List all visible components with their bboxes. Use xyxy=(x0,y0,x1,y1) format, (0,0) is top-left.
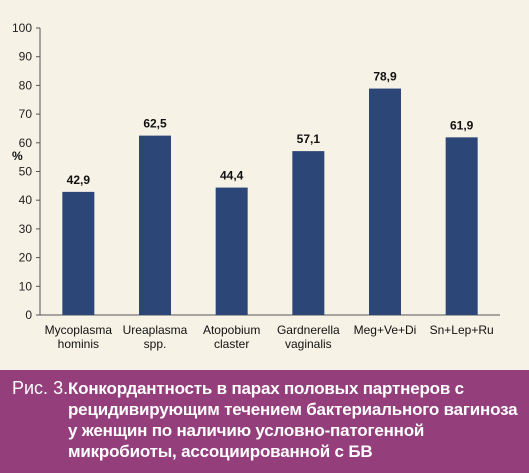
data-label: 61,9 xyxy=(450,118,474,132)
category-label: Mycoplasma xyxy=(45,323,113,337)
y-tick-label: 20 xyxy=(19,251,33,265)
category-label: Meg+Ve+Di xyxy=(354,323,417,337)
category-label: Sn+Lep+Ru xyxy=(430,323,494,337)
bar xyxy=(369,88,401,315)
y-tick-label: 40 xyxy=(19,193,33,207)
data-labels: 42,9 62,5 44,4 57,1 78,9 61,9 xyxy=(67,70,474,187)
caption-label: Рис. 3. xyxy=(12,378,69,398)
bar xyxy=(445,137,478,315)
data-label: 44,4 xyxy=(220,169,244,183)
y-tick-label: 50 xyxy=(19,165,33,179)
y-axis-label: % xyxy=(12,149,23,163)
y-tick-label: 100 xyxy=(12,21,32,35)
y-tick-label: 70 xyxy=(19,107,33,121)
chart-panel: 0 10 20 30 40 50 60 70 80 90 100 42,9 62,5 44,4 57,1 7… xyxy=(0,0,529,370)
category-label: Atopobium xyxy=(203,323,260,337)
category-label: hominis xyxy=(58,337,99,351)
caption-text: Конкордантность в парах половых партнеро… xyxy=(68,379,518,461)
category-label: Gardnerella xyxy=(277,323,340,337)
y-tick-label: 80 xyxy=(19,78,33,92)
bar xyxy=(292,151,325,315)
y-tick-labels: 0 10 20 30 40 50 60 70 80 90 100 xyxy=(12,21,32,322)
bar xyxy=(215,187,248,315)
bar-chart: 0 10 20 30 40 50 60 70 80 90 100 42,9 62,5 44,4 57,1 7… xyxy=(12,21,500,351)
data-label: 78,9 xyxy=(373,70,397,84)
y-tick-label: 0 xyxy=(25,308,32,322)
caption-panel: Рис. 3. Конкордантность в парах половых … xyxy=(0,370,529,473)
chart-axes xyxy=(36,27,500,316)
bar xyxy=(139,135,171,315)
category-label: Ureaplasma xyxy=(123,323,188,337)
data-label: 42,9 xyxy=(67,173,91,187)
chart-bars xyxy=(62,88,478,315)
y-tick-label: 10 xyxy=(19,279,33,293)
y-tick-label: 90 xyxy=(19,50,33,64)
data-label: 62,5 xyxy=(143,117,167,131)
y-tick-label: 60 xyxy=(19,136,33,150)
category-label: claster xyxy=(214,337,249,351)
y-tick-label: 30 xyxy=(19,222,33,236)
bar xyxy=(62,191,95,315)
data-label: 57,1 xyxy=(297,132,321,146)
category-label: vaginalis xyxy=(285,337,332,351)
category-label: spp. xyxy=(144,337,167,351)
